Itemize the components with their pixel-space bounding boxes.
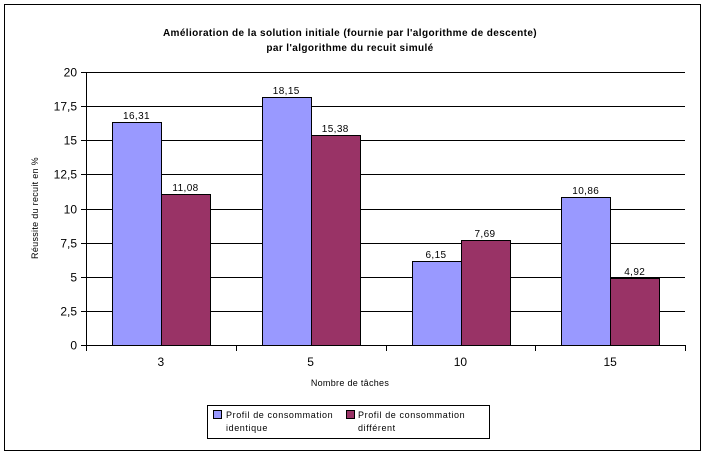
x-tick-label-15: 15 xyxy=(603,355,617,369)
data-label-different-15: 4,92 xyxy=(624,267,645,278)
y-tick-label-1: 2,5 xyxy=(60,305,77,319)
bar-identique-5 xyxy=(262,97,312,346)
axes xyxy=(81,72,686,351)
bar-different-15 xyxy=(610,278,660,346)
data-label-different-5: 15,38 xyxy=(322,124,349,135)
x-tick-label-3: 3 xyxy=(158,355,165,369)
bar-different-10 xyxy=(461,240,511,346)
data-label-identique-15: 10,86 xyxy=(572,186,599,197)
tick-labels: 0 2,5 5 7,5 10 12,5 15 17,5 20 3 5 10 15 xyxy=(54,66,617,370)
chart-title: Amélioration de la solution initiale (fo… xyxy=(163,28,537,54)
x-axis-title: Nombre de tâches xyxy=(311,378,390,388)
bar-different-3 xyxy=(161,194,211,346)
legend-label-different-line-2: différent xyxy=(358,423,396,433)
bar-identique-10 xyxy=(412,261,462,346)
data-label-identique-10: 6,15 xyxy=(425,250,446,261)
chart-title-line-1: Amélioration de la solution initiale (fo… xyxy=(163,28,537,39)
x-tick-label-10: 10 xyxy=(454,355,468,369)
y-tick-label-2: 5 xyxy=(70,271,77,285)
y-tick-label-3: 7,5 xyxy=(60,237,77,251)
legend-label-different-line-1: Profil de consommation xyxy=(358,410,465,420)
y-tick-label-4: 10 xyxy=(64,203,78,217)
y-tick-label-7: 17,5 xyxy=(54,100,78,114)
data-label-different-3: 11,08 xyxy=(172,183,198,194)
y-tick-label-6: 15 xyxy=(64,134,78,148)
y-axis-title: Réussite du recuit en % xyxy=(30,157,40,259)
data-label-identique-5: 18,15 xyxy=(273,86,300,97)
data-label-different-10: 7,69 xyxy=(474,229,495,240)
bar-identique-15 xyxy=(561,197,611,346)
chart-title-line-2: par l'algorithme du recuit simulé xyxy=(266,43,433,54)
data-label-identique-3: 16,31 xyxy=(123,111,150,122)
legend-swatch-identique xyxy=(213,410,222,419)
y-tick-label-5: 12,5 xyxy=(54,168,78,182)
bar-identique-3 xyxy=(112,122,162,346)
legend-label-identique-line-2: identique xyxy=(226,423,268,433)
legend-swatch-different xyxy=(346,410,355,419)
y-tick-label-0: 0 xyxy=(70,339,77,353)
x-tick-label-5: 5 xyxy=(307,355,314,369)
y-tick-label-8: 20 xyxy=(64,66,78,80)
bar-different-5 xyxy=(311,135,361,346)
legend-label-identique-line-1: Profil de consommation xyxy=(226,410,333,420)
bars xyxy=(112,97,660,346)
legend: Profil de consommation identique Profil … xyxy=(207,405,490,439)
data-labels: 16,31 11,08 18,15 15,38 6,15 7,69 10,86 4,92 xyxy=(123,86,645,278)
